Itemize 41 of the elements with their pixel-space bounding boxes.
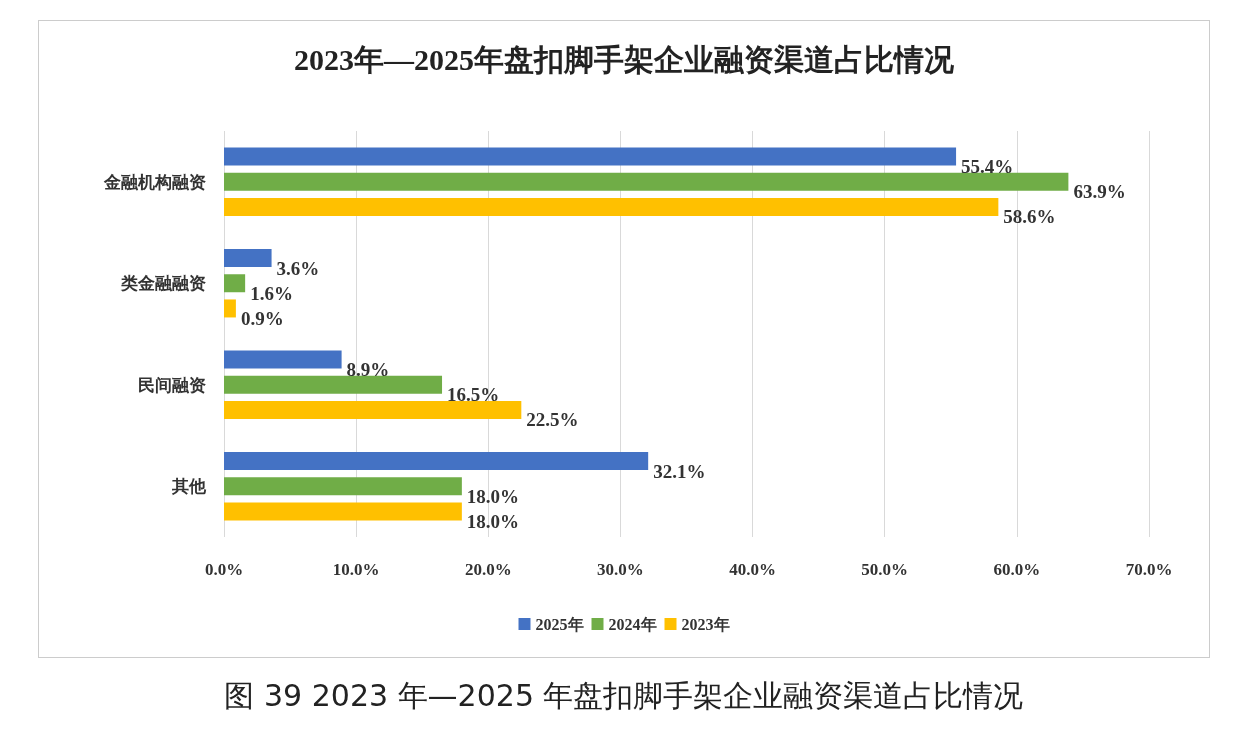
data-label: 8.9%	[346, 359, 390, 381]
data-label: 55.4%	[961, 156, 1014, 178]
data-label: 63.9%	[1073, 181, 1126, 203]
bar	[224, 400, 522, 419]
y-tick-label: 类金融融资	[120, 273, 206, 294]
x-tick-label: 50.0%	[861, 560, 909, 579]
bar	[224, 502, 462, 521]
y-tick-label: 金融机构融资	[103, 171, 206, 192]
x-tick-label: 70.0%	[1125, 560, 1173, 579]
y-tick-label: 其他	[171, 476, 207, 497]
x-tick-label: 60.0%	[993, 560, 1041, 579]
x-tick-label: 20.0%	[464, 560, 512, 579]
x-tick-label: 40.0%	[729, 560, 776, 579]
bar	[224, 249, 272, 268]
bar	[224, 274, 246, 293]
chart-title: 2023年—2025年盘扣脚手架企业融资渠道占比情况	[294, 42, 955, 76]
data-label: 1.6%	[250, 282, 293, 304]
x-tick-label: 30.0%	[597, 560, 644, 579]
legend-label: 2024年	[608, 615, 657, 633]
bar	[224, 197, 999, 216]
bar	[224, 350, 342, 369]
data-label: 3.6%	[276, 257, 320, 279]
bar	[224, 172, 1069, 191]
bar	[224, 477, 462, 496]
data-label: 58.6%	[1003, 206, 1056, 228]
caption: 图 39 2023 年—2025 年盘扣脚手架企业融资渠道占比情况	[223, 677, 1025, 715]
y-tick-label: 民间融资	[138, 374, 206, 395]
legend-label: 2025年	[535, 615, 584, 633]
bar	[224, 147, 957, 166]
data-label: 32.1%	[653, 460, 706, 482]
data-label: 18.0%	[466, 485, 520, 507]
x-tick-label: 10.0%	[332, 560, 380, 579]
data-label: 18.0%	[466, 510, 520, 532]
data-label: 0.9%	[240, 307, 284, 329]
data-label: 16.5%	[447, 384, 500, 406]
bar	[224, 299, 236, 318]
x-tick-label: 0.0%	[204, 560, 244, 579]
bar	[224, 375, 443, 394]
legend-label: 2023年	[681, 615, 730, 633]
bar	[224, 452, 649, 471]
data-label: 22.5%	[526, 409, 579, 431]
